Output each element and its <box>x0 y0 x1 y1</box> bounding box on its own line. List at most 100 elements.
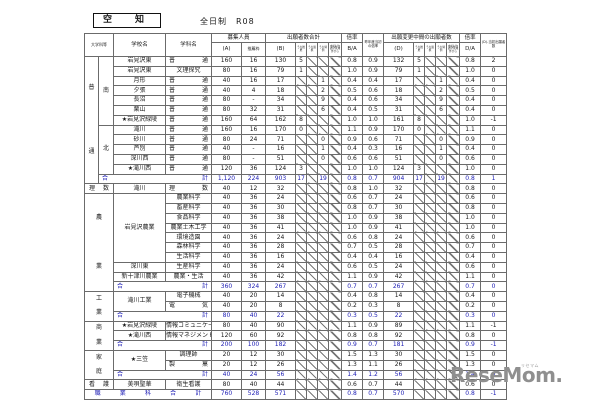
department-name: 電気 <box>165 300 212 312</box>
cell-b3: 9 <box>317 95 330 106</box>
cell-d1 <box>413 85 426 97</box>
cell-b: 32 <box>265 183 297 195</box>
cell-b4 <box>328 144 343 155</box>
school-name: 岩見沢東 <box>113 56 166 67</box>
cell-d4 <box>446 75 461 87</box>
cell-su: 32 <box>240 104 267 116</box>
cell-df: -1 <box>480 114 508 126</box>
cell-a: 40 <box>211 300 242 312</box>
cell-d1 <box>413 144 426 155</box>
cell-su: 36 <box>240 222 267 234</box>
cell-b1 <box>295 340 308 351</box>
cell-ba: 0.5 <box>341 85 364 97</box>
cell-ly: 0.9 <box>362 212 385 224</box>
cell-d4 <box>446 242 461 253</box>
cell-ly: 0.4 <box>362 75 385 87</box>
cell-b4 <box>328 340 343 351</box>
cell-d1 <box>413 251 426 263</box>
cell-d1 <box>413 212 426 224</box>
cell-b1 <box>295 134 308 146</box>
cell-su: 12 <box>240 183 267 195</box>
cell-d2 <box>424 232 437 244</box>
region-title: 空 知 <box>93 13 162 28</box>
cell-b1 <box>295 232 308 244</box>
subtotal-label: 合計 <box>98 173 212 185</box>
cell-b: 24 <box>265 261 297 273</box>
cell-df: 0 <box>480 232 508 244</box>
cell-d4 <box>446 271 461 283</box>
cell-da: 1.0 <box>459 212 482 224</box>
cell-b: 30 <box>265 202 297 214</box>
cell-da: 0.4 <box>459 104 482 116</box>
header-b: (B) <box>265 42 297 57</box>
cell-a: 40 <box>211 183 242 195</box>
cell-b2 <box>306 173 319 185</box>
cell-b3 <box>317 281 330 293</box>
cell-d1: 0 <box>413 124 426 136</box>
cell-a: 40 <box>211 222 242 234</box>
cell-b3: 2 <box>317 85 330 97</box>
cell-d4 <box>446 261 461 273</box>
cell-d2 <box>424 330 437 342</box>
cell-d1 <box>413 134 426 146</box>
category-risu: 理数 <box>84 183 114 195</box>
cell-ly: 0.9 <box>362 320 385 332</box>
cell-d1 <box>413 183 426 195</box>
cell-su: 36 <box>240 261 267 273</box>
cell-d4 <box>446 56 461 67</box>
cell-d3 <box>435 369 448 381</box>
cell-a: 160 <box>211 114 242 126</box>
cell-a: 80 <box>211 104 242 116</box>
cell-b: 31 <box>265 104 297 116</box>
cell-d: 28 <box>383 242 415 253</box>
cell-ba: 0.6 <box>341 261 364 273</box>
school-name: 月形 <box>113 75 166 87</box>
cell-b4 <box>328 320 343 332</box>
cell-b2 <box>306 242 319 253</box>
resemom-watermark-ruby: リセマム <box>521 363 539 368</box>
cell-da: 1.5 <box>459 349 482 361</box>
cell-d1 <box>413 271 426 283</box>
cell-ba: 1.1 <box>341 124 364 136</box>
cell-b3 <box>317 379 330 391</box>
cell-su: 16 <box>240 56 267 67</box>
cell-b4 <box>328 104 343 116</box>
cell-b1: 5 <box>295 56 308 67</box>
cell-ly: 0.3 <box>362 144 385 155</box>
cell-b2 <box>306 212 319 224</box>
cell-b: 44 <box>265 379 297 391</box>
cell-d4 <box>446 340 461 351</box>
cell-d3 <box>435 330 448 342</box>
cell-da: 0.8 <box>459 330 482 342</box>
cell-d: 89 <box>383 320 415 332</box>
school-name: 芦別 <box>113 144 166 155</box>
cell-b3: 1 <box>317 144 330 155</box>
cell-b: 24 <box>265 193 297 204</box>
cell-d4 <box>446 153 461 165</box>
cell-ba: 1.0 <box>341 65 364 77</box>
system-subtitle: 全日制 R08 <box>200 17 255 26</box>
cell-b4 <box>328 261 343 273</box>
cell-da: 0.6 <box>459 232 482 244</box>
cell-df: 0 <box>480 65 508 77</box>
cell-b3 <box>317 310 330 322</box>
cell-ba: 0.7 <box>341 281 364 293</box>
department-name: 生産科学 <box>165 261 212 273</box>
cell-b4 <box>328 163 343 175</box>
cell-ba: 0.6 <box>341 193 364 204</box>
cell-b2 <box>306 330 319 342</box>
header-ba: B/A <box>341 42 364 57</box>
cell-d2 <box>424 104 437 116</box>
cell-d3 <box>435 65 448 77</box>
cell-ly: 0.7 <box>362 389 385 400</box>
category-katei: 家庭 <box>84 349 114 381</box>
cell-d4 <box>446 349 461 361</box>
header-a: (A) <box>211 42 242 57</box>
cell-da: 0.7 <box>459 242 482 253</box>
cell-d: 26 <box>383 359 415 371</box>
cell-b2 <box>306 369 319 381</box>
department-name: 衛生看護 <box>165 379 212 391</box>
department-name: 理数 <box>165 183 212 195</box>
cell-b: 79 <box>265 65 297 77</box>
cell-ly: 1.2 <box>362 369 385 381</box>
